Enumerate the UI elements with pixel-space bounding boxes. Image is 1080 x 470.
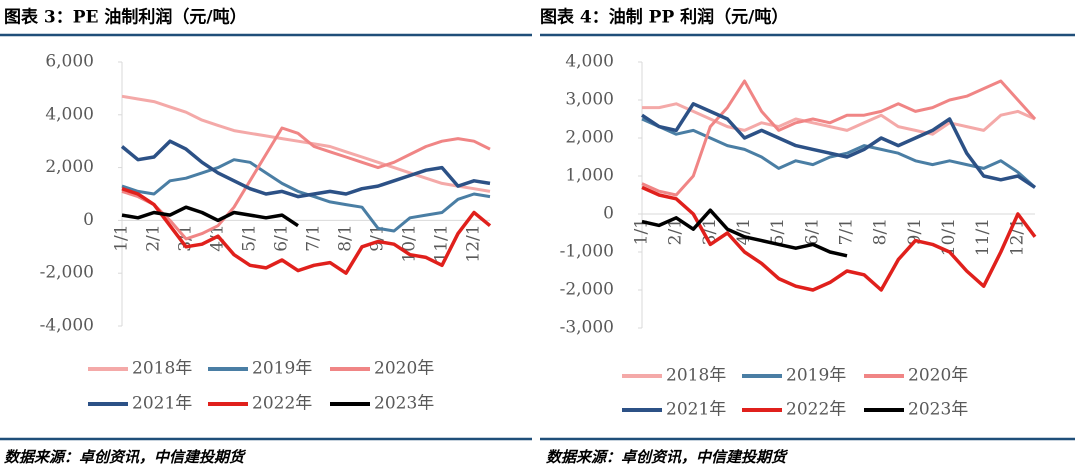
x-tick-label: 1/1 [112, 224, 132, 251]
legend-label: 2018年 [132, 359, 192, 379]
x-tick-label: 5/1 [768, 218, 788, 245]
y-tick-label: 0 [83, 210, 94, 230]
series-line [121, 205, 299, 228]
legend-label: 2023年 [374, 394, 434, 414]
y-tick-label: 1,000 [565, 166, 614, 186]
legend-label: 2019年 [252, 359, 312, 379]
x-tick-label: 8/1 [871, 218, 891, 245]
legend-label: 2022年 [786, 400, 846, 420]
source-note: 数据来源：卓创资讯，中信建投期货 [546, 448, 789, 466]
legend-label: 2021年 [666, 400, 726, 420]
series-line [641, 102, 1036, 189]
y-tick-label: 0 [603, 204, 614, 224]
chart-title: 图表 3：PE 油制利润（元/吨） [4, 7, 247, 28]
legend-label: 2019年 [786, 366, 846, 386]
y-tick-label: 2,000 [565, 128, 614, 148]
y-tick-label: -2,000 [40, 263, 94, 283]
x-tick-label: 10/1 [939, 218, 959, 256]
y-tick-label: -4,000 [40, 316, 94, 336]
series-line [121, 94, 491, 193]
legend-label: 2022年 [252, 394, 312, 414]
x-tick-label: 5/1 [240, 224, 260, 251]
x-tick-label: 8/1 [336, 224, 356, 251]
x-tick-label: 7/1 [837, 218, 857, 245]
y-tick-label: -3,000 [560, 318, 614, 338]
series-line [121, 126, 491, 241]
x-tick-label: 9/1 [905, 218, 925, 245]
x-tick-label: 6/1 [272, 224, 292, 251]
y-tick-label: -1,000 [560, 242, 614, 262]
series-line [121, 187, 492, 275]
series-line [641, 208, 848, 258]
legend-label: 2018年 [666, 366, 726, 386]
y-tick-label: 2,000 [45, 157, 94, 177]
legend-label: 2020年 [374, 359, 434, 379]
legend-label: 2021年 [132, 394, 192, 414]
x-tick-label: 2/1 [144, 224, 164, 251]
y-tick-label: -2,000 [560, 280, 614, 300]
y-tick-label: 6,000 [45, 52, 94, 72]
series-line [120, 139, 491, 199]
legend-label: 2023年 [908, 400, 968, 420]
series-line [641, 185, 1037, 292]
y-tick-label: 4,000 [565, 52, 614, 72]
series-line [642, 102, 1036, 136]
y-tick-label: 3,000 [565, 90, 614, 110]
x-tick-label: 6/1 [802, 218, 822, 245]
chart-title: 图表 4：油制 PP 利润（元/吨） [540, 7, 788, 28]
source-note: 数据来源：卓创资讯，中信建投期货 [4, 448, 247, 466]
y-tick-label: 4,000 [45, 104, 94, 124]
x-tick-label: 11/1 [432, 224, 452, 262]
legend-label: 2020年 [908, 366, 968, 386]
x-tick-label: 3/1 [700, 218, 720, 245]
x-tick-label: 1/1 [632, 218, 652, 245]
x-tick-label: 7/1 [304, 224, 324, 251]
series-line [641, 79, 1037, 197]
x-tick-label: 2/1 [666, 218, 686, 245]
x-tick-label: 12/1 [464, 224, 484, 262]
x-tick-label: 11/1 [973, 218, 993, 256]
